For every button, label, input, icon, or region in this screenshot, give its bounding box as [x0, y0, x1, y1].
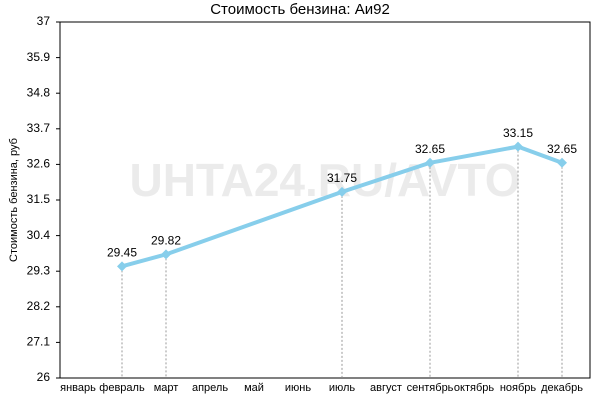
x-tick-label: апрель — [192, 382, 228, 394]
point — [425, 157, 435, 168]
point — [161, 249, 171, 260]
x-tick-label: ноябрь — [500, 382, 537, 394]
data-label: 32.65 — [547, 142, 577, 156]
data-label: 31.75 — [327, 171, 357, 185]
x-tick-label: январь — [60, 382, 96, 394]
y-tick-label: 30.4 — [27, 228, 51, 242]
y-tick-label: 26 — [37, 370, 51, 384]
y-tick-label: 32.6 — [27, 157, 51, 171]
x-tick-label: октябрь — [454, 382, 494, 394]
chart-title: Стоимость бензина: Аи92 — [210, 1, 390, 18]
y-tick-label: 28.2 — [27, 299, 51, 313]
point — [557, 157, 567, 168]
data-label: 29.45 — [107, 246, 137, 260]
point — [513, 141, 523, 152]
x-tick-label: сентябрь — [407, 382, 454, 394]
y-tick-label: 35.9 — [27, 50, 51, 64]
data-label: 29.82 — [151, 234, 181, 248]
x-tick-label: февраль — [99, 382, 145, 394]
y-tick-label: 33.7 — [27, 121, 51, 135]
y-tick-label: 27.1 — [27, 335, 51, 349]
x-tick-label: май — [244, 382, 264, 394]
point — [117, 261, 127, 272]
point — [337, 186, 347, 197]
data-label: 33.15 — [503, 126, 533, 140]
x-tick-label: август — [370, 382, 402, 394]
data-label: 32.65 — [415, 142, 445, 156]
x-tick-label: март — [154, 382, 179, 394]
y-tick-label: 34.8 — [27, 85, 51, 99]
series-line — [121, 144, 563, 269]
x-tick-label: июнь — [285, 382, 311, 394]
y-tick-label: 37 — [37, 14, 51, 28]
y-axis-title: Стоимость бензина, руб — [8, 138, 20, 262]
y-tick-label: 29.3 — [27, 263, 51, 277]
y-tick-label: 31.5 — [27, 192, 51, 206]
x-tick-label: июль — [329, 382, 356, 394]
x-tick-label: декабрь — [541, 382, 583, 394]
